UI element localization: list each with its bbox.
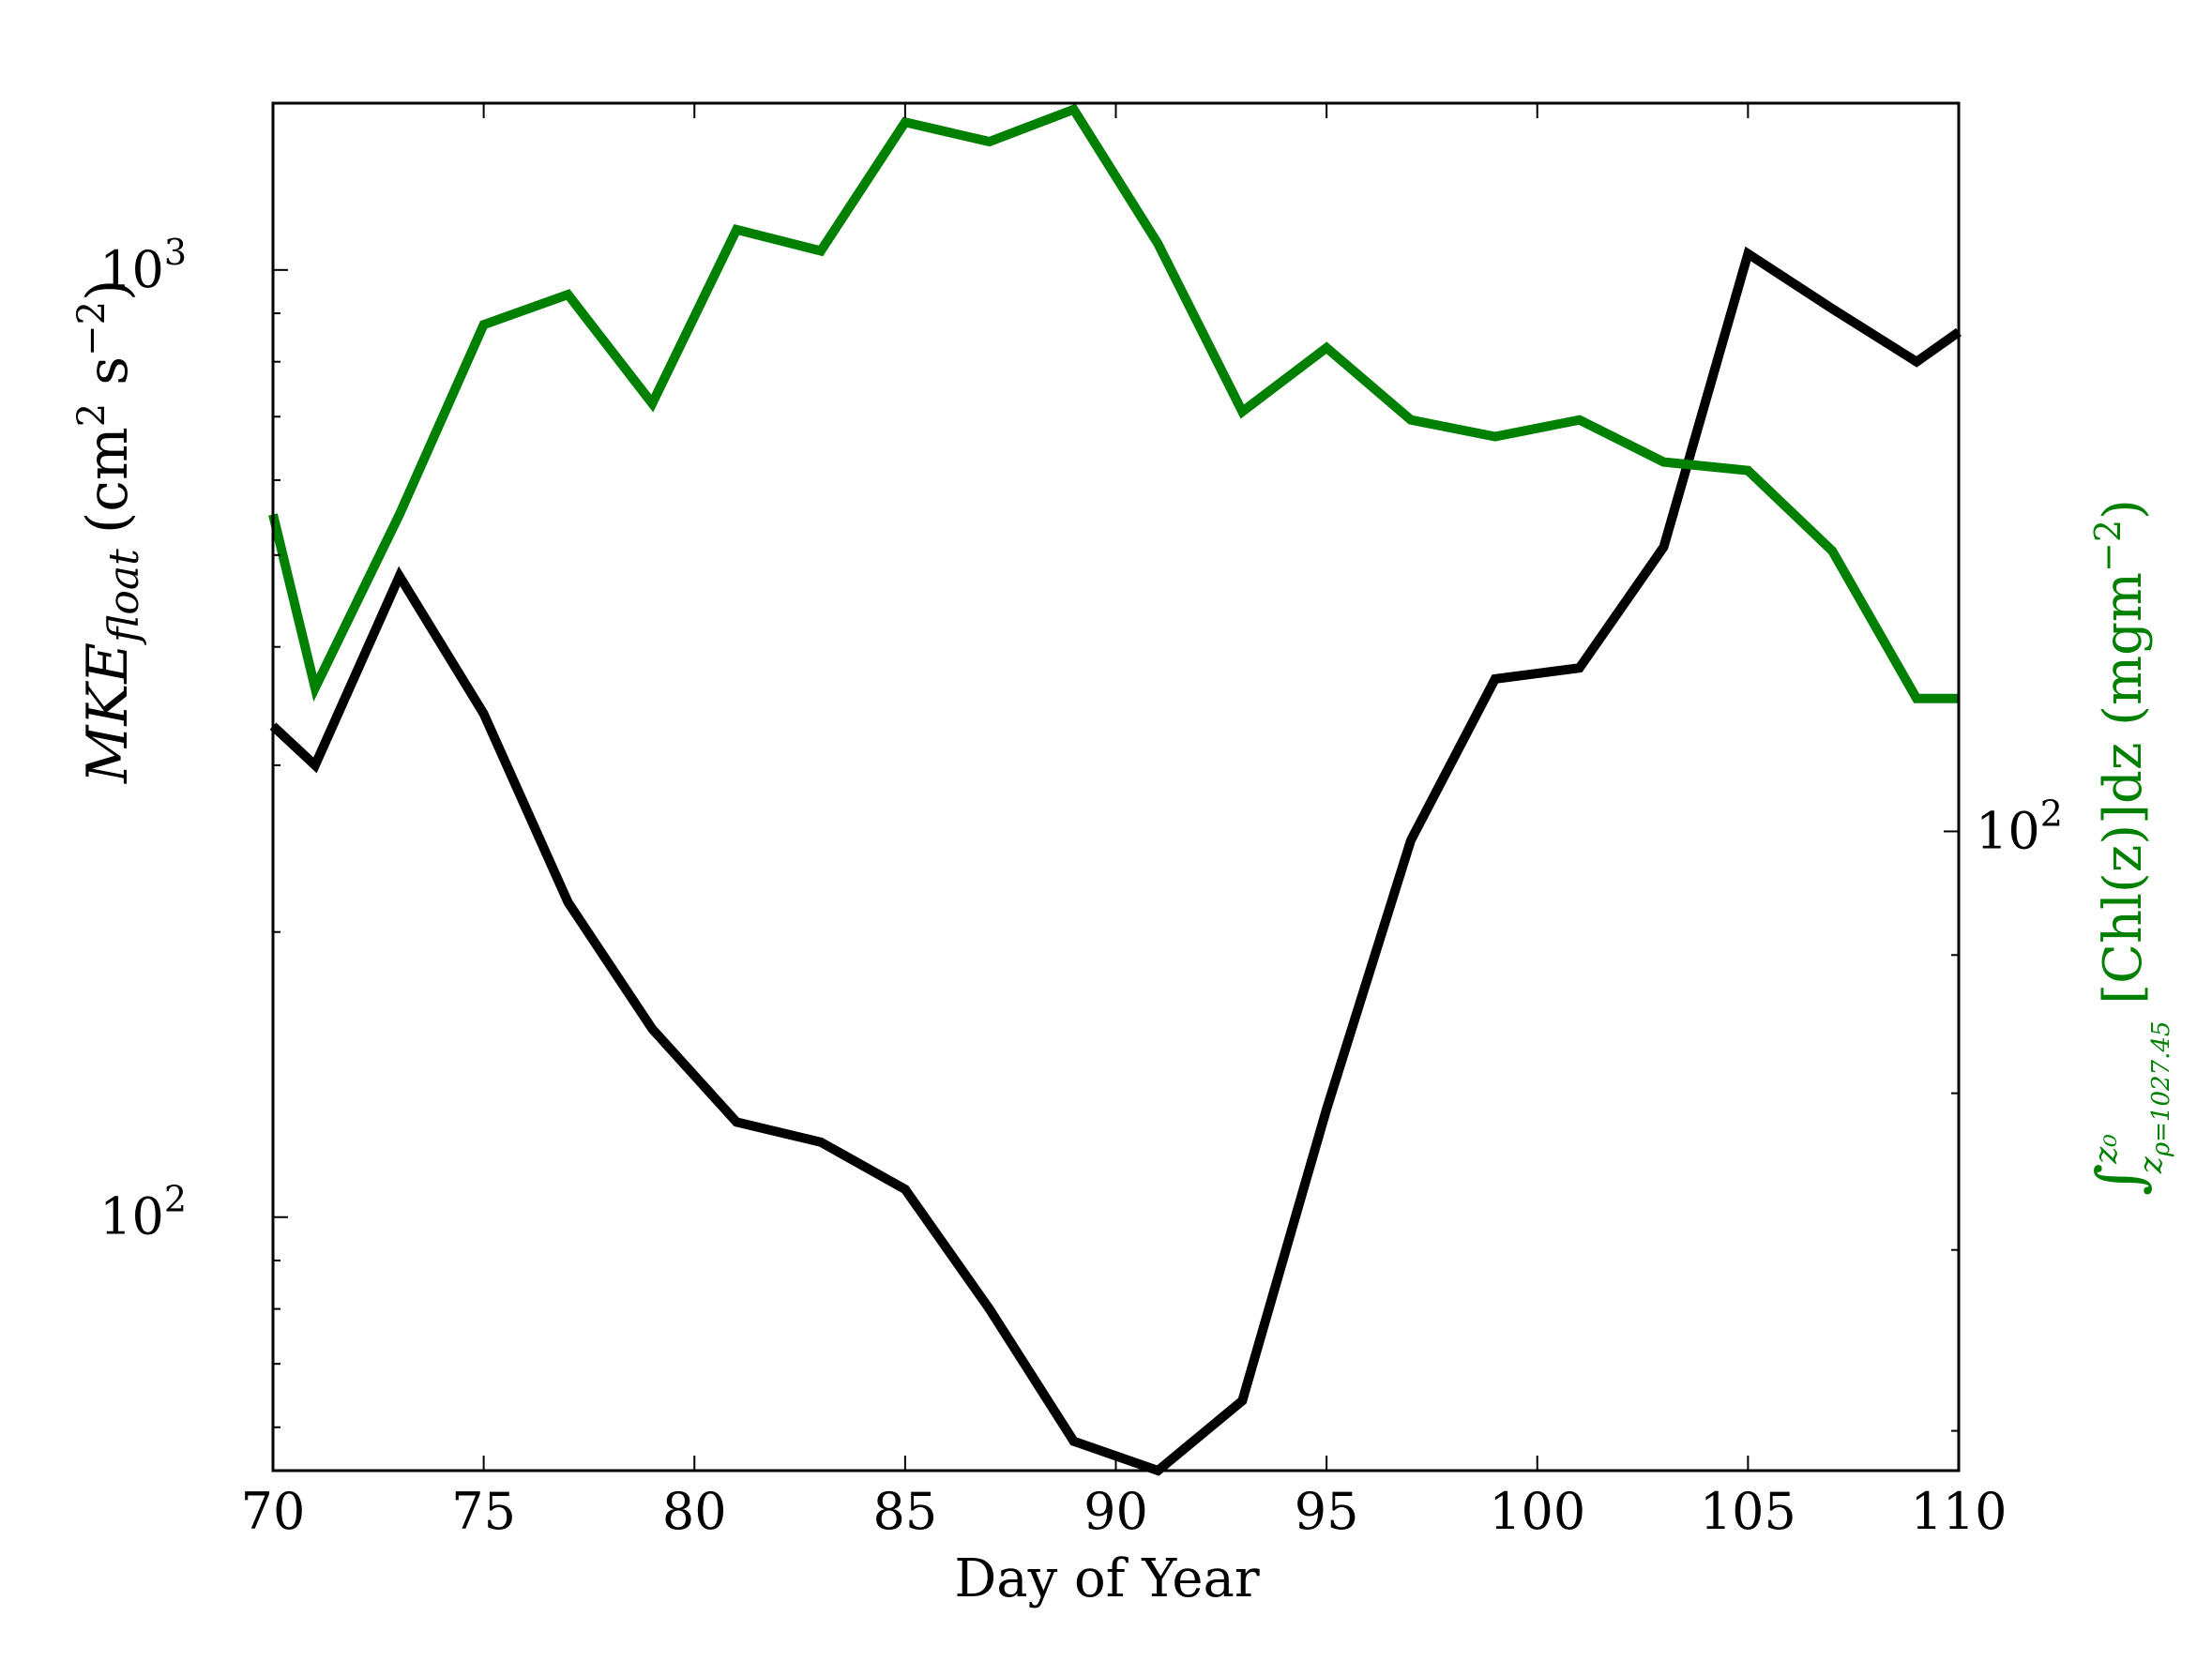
left-label-exp2: −2 <box>70 301 114 356</box>
left-tick-label-base: 10 <box>99 1187 164 1246</box>
left-tick-label-exp: 2 <box>164 1179 187 1220</box>
x-tick-label: 95 <box>1295 1482 1359 1541</box>
left-label-unit: (cm <box>75 427 141 534</box>
right-label-lower-sub: ρ=1027.45 <box>2147 1021 2175 1158</box>
left-tick-label-exp: 3 <box>164 232 187 273</box>
x-tick-label: 80 <box>662 1482 727 1541</box>
x-tick-label: 90 <box>1083 1482 1148 1541</box>
right-label-integral: ∫ <box>2083 1164 2156 1196</box>
x-tick-label: 105 <box>1700 1482 1796 1541</box>
right-tick-label-base: 10 <box>1976 801 2040 860</box>
right-label-upper: z₀ <box>2087 1134 2125 1165</box>
left-tick-label-base: 10 <box>99 240 164 299</box>
left-tick-label: 103 <box>99 232 187 299</box>
x-axis-label: Day of Year <box>954 1548 1260 1609</box>
left-label-unit-mid: s <box>75 356 141 403</box>
right-label-text: [Chl(z)]dz (mgm <box>2093 572 2154 1021</box>
series-lines <box>268 103 1962 1476</box>
right-label-exp: −2 <box>2087 520 2129 572</box>
right-tick-label-exp: 2 <box>2040 793 2063 834</box>
left-label-main: MKE <box>75 642 141 784</box>
left-tick-label: 102 <box>99 1179 187 1246</box>
x-tick-label: 75 <box>451 1482 516 1541</box>
series-line-mke-float <box>269 246 1962 1476</box>
right-axis-label: ∫z₀ zρ=1027.45 [Chl(z)]dz (mgm−2) <box>2083 499 2175 1196</box>
right-axis-ticks: 102 <box>1944 793 2063 1432</box>
left-label-suffix: ) <box>75 279 141 301</box>
series-line-chl-integral <box>268 103 1959 703</box>
right-tick-label: 102 <box>1976 793 2063 860</box>
right-label-lower: z <box>2132 1155 2170 1174</box>
left-label-exp1: 2 <box>70 403 114 427</box>
x-tick-label: 70 <box>241 1482 306 1541</box>
x-tick-label: 85 <box>873 1482 938 1541</box>
x-tick-label: 100 <box>1489 1482 1585 1541</box>
x-axis-ticks: 70 75 80 85 90 95 100 105 110 <box>241 103 2007 1541</box>
left-axis-label: MKEfloat (cm2 s−2) <box>70 279 148 784</box>
left-label-sub: float <box>100 549 148 645</box>
right-label-suffix: ) <box>2093 499 2154 520</box>
x-tick-label: 110 <box>1910 1482 2007 1541</box>
